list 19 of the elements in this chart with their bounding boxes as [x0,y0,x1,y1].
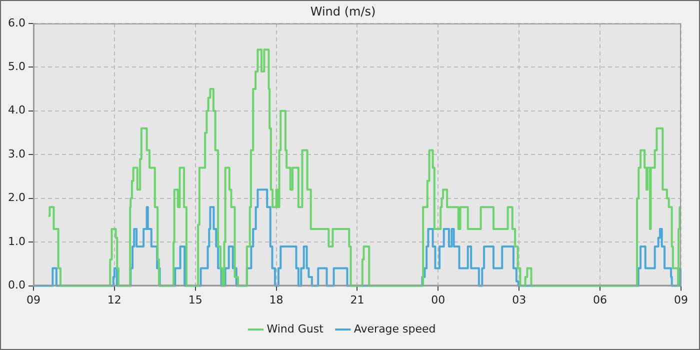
y-tick-label: 5.0 [8,60,26,73]
y-tick-label: 3.0 [8,147,26,160]
y-tick-label: 1.0 [8,234,26,248]
x-tick-label: 12 [107,293,122,306]
x-tick-label: 06 [593,293,608,306]
x-tick-label: 15 [188,293,202,306]
legend-label: Wind Gust [266,322,324,336]
chart-title: Wind (m/s) [310,4,376,18]
legend-label: Average speed [354,322,436,336]
y-tick-label: 6.0 [8,16,26,30]
y-tick-label: 0.0 [8,278,26,292]
x-tick-label: 09 [674,293,688,306]
y-tick-label: 4.0 [8,104,26,117]
x-tick-label: 21 [350,293,364,306]
x-tick-label: 00 [431,293,446,306]
x-tick-label: 03 [512,293,526,306]
y-tick-label: 2.0 [8,191,26,204]
x-tick-label: 18 [269,293,284,306]
x-tick-label: 09 [26,293,40,306]
